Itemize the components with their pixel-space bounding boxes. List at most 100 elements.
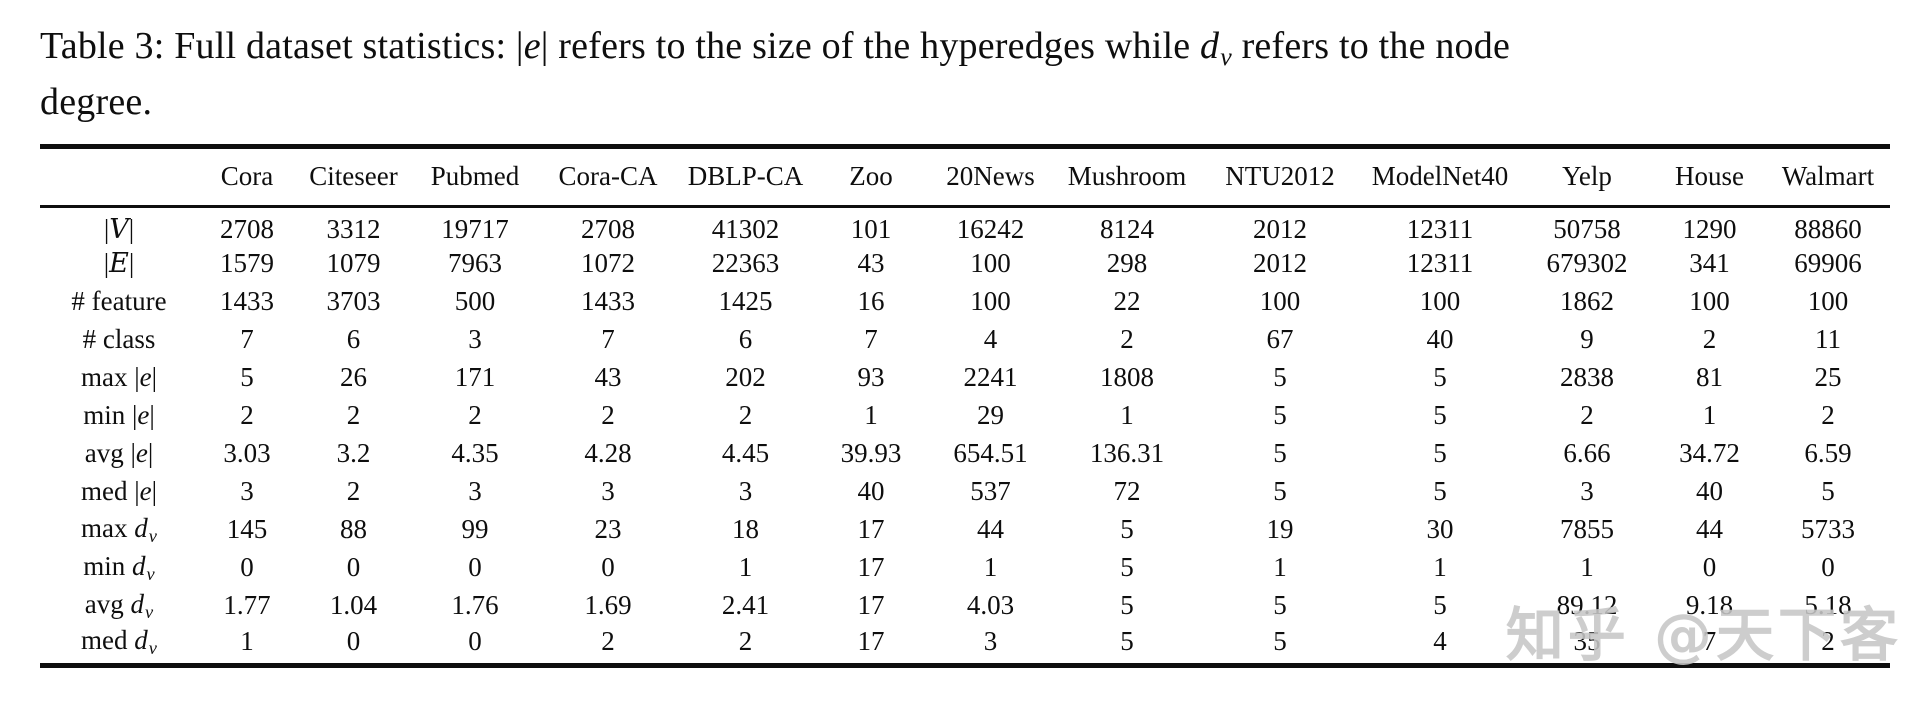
cell: 22363 bbox=[711, 248, 780, 279]
cell: 19717 bbox=[441, 213, 509, 244]
math-symbol: e bbox=[137, 400, 150, 431]
cell: 1433 bbox=[220, 286, 274, 317]
cell: 500 bbox=[454, 286, 496, 317]
cell: 1079 bbox=[326, 248, 381, 279]
cell: 2 bbox=[346, 476, 361, 507]
cell: 99 bbox=[461, 514, 489, 545]
cell: 2012 bbox=[1253, 248, 1307, 279]
math-symbol: d bbox=[134, 512, 148, 543]
cell: 5 bbox=[1433, 362, 1447, 393]
cell: 19 bbox=[1266, 514, 1294, 545]
cell: 17 bbox=[857, 626, 885, 657]
cell: 100 bbox=[970, 248, 1011, 279]
cell: 88 bbox=[340, 514, 367, 545]
cell: 100 bbox=[1419, 286, 1461, 317]
column-header: Pubmed bbox=[411, 146, 539, 208]
cell: 6.66 bbox=[1563, 438, 1611, 469]
table-corner-cell bbox=[40, 146, 198, 208]
cell: 0 bbox=[1702, 552, 1717, 583]
math-symbol: e bbox=[139, 362, 152, 393]
cell: 89.12 bbox=[1556, 590, 1618, 621]
cell: 11 bbox=[1815, 324, 1841, 355]
cell: 2 bbox=[240, 400, 254, 431]
row-label: min |e| bbox=[83, 400, 155, 431]
column-header: Yelp bbox=[1521, 146, 1653, 208]
cell: 5 bbox=[1433, 438, 1447, 469]
table-row: min dv 0 0 0 0 1 17 1 5 1 1 1 0 0 bbox=[40, 549, 1890, 587]
cell: 5 bbox=[1273, 476, 1287, 507]
cell: 654.51 bbox=[953, 438, 1028, 469]
cell: 7 bbox=[601, 324, 615, 355]
cell: 3.2 bbox=[336, 438, 371, 469]
cell: 16242 bbox=[956, 213, 1025, 244]
cell: 5 bbox=[1273, 400, 1287, 431]
cell: 5 bbox=[1273, 438, 1287, 469]
column-header: Mushroom bbox=[1053, 146, 1201, 208]
cell: 341 bbox=[1689, 248, 1730, 279]
cell: 298 bbox=[1106, 248, 1148, 279]
cell: 5 bbox=[240, 362, 254, 393]
cell: 679302 bbox=[1546, 248, 1628, 279]
cell: 4 bbox=[983, 324, 998, 355]
cell: 171 bbox=[454, 362, 496, 393]
row-label: med |e| bbox=[80, 476, 158, 507]
cell: 5 bbox=[1120, 590, 1134, 621]
cell: 22 bbox=[1113, 286, 1141, 317]
math-subscript: v bbox=[145, 601, 154, 622]
cell: 6 bbox=[346, 324, 361, 355]
cell: 72 bbox=[1113, 476, 1141, 507]
cell: 44 bbox=[977, 514, 1004, 545]
cell: 2 bbox=[601, 400, 615, 431]
cell: 41302 bbox=[711, 213, 780, 244]
cell: 12311 bbox=[1406, 248, 1474, 279]
row-label: max dv bbox=[81, 512, 157, 546]
cell: 16 bbox=[857, 286, 885, 317]
cell: 4.28 bbox=[584, 438, 632, 469]
row-label: # class bbox=[82, 324, 156, 355]
cell: 3.03 bbox=[223, 438, 271, 469]
cell: 5 bbox=[1821, 476, 1835, 507]
cell: 1 bbox=[1433, 552, 1447, 583]
column-header: NTU2012 bbox=[1201, 146, 1359, 208]
cell: 202 bbox=[725, 362, 766, 393]
column-header: ModelNet40 bbox=[1359, 146, 1521, 208]
cell: 3 bbox=[1580, 476, 1594, 507]
column-header: Zoo bbox=[814, 146, 928, 208]
cell: 1072 bbox=[581, 248, 635, 279]
column-header: Citeseer bbox=[296, 146, 411, 208]
caption-text-2: refers to the size of the hyperedges whi… bbox=[548, 25, 1200, 67]
table-row: |E| 1579 1079 7963 1072 22363 43 100 298 2012 1231… bbox=[40, 245, 1890, 283]
cell: 1579 bbox=[220, 248, 274, 279]
table-row: # feature 1433 3703 500 1433 1425 16 100 22 100 10… bbox=[40, 283, 1890, 321]
cell: 136.31 bbox=[1089, 438, 1165, 469]
math-d-v: dv bbox=[1200, 25, 1232, 72]
math-symbol: d bbox=[130, 588, 145, 619]
cell: 6.59 bbox=[1804, 438, 1852, 469]
cell: 5 bbox=[1273, 362, 1287, 393]
caption-text-3: refers to the node degree. bbox=[40, 25, 1511, 123]
cell: 7 bbox=[864, 324, 878, 355]
cell: 1862 bbox=[1560, 286, 1614, 317]
table-row: max |e| 5 26 171 43 202 93 2241 1808 5 5 2838 81 25 bbox=[40, 359, 1890, 397]
cell: 0 bbox=[468, 552, 482, 583]
cell: 43 bbox=[594, 362, 622, 393]
cell: 5.18 bbox=[1804, 590, 1852, 621]
cell: 1.76 bbox=[451, 590, 499, 621]
table-row: avg dv 1.77 1.04 1.76 1.69 2.41 17 4.03 5 5 5 89.12… bbox=[40, 587, 1890, 625]
cell: 537 bbox=[970, 476, 1011, 507]
cell: 2838 bbox=[1560, 362, 1614, 393]
cell: 3703 bbox=[326, 286, 381, 317]
cell: 1 bbox=[1702, 400, 1717, 431]
math-subscript: v bbox=[148, 638, 157, 659]
cell: 39.93 bbox=[840, 438, 902, 469]
cell: 0 bbox=[240, 552, 254, 583]
row-label: max |e| bbox=[80, 362, 158, 393]
caption-text-1: Table 3: Full dataset statistics: bbox=[40, 25, 516, 67]
cell: 2 bbox=[601, 626, 615, 657]
cell: 2 bbox=[738, 400, 753, 431]
cell: 2 bbox=[468, 400, 482, 431]
table-row: |V| 2708 3312 19717 2708 41302 101 16242 8124 201… bbox=[40, 206, 1890, 245]
table-body: |V| 2708 3312 19717 2708 41302 101 16242 8124 201… bbox=[40, 206, 1890, 665]
table-header: Cora Citeseer Pubmed Cora-CA DBLP-CA Zoo 20New… bbox=[40, 146, 1890, 208]
